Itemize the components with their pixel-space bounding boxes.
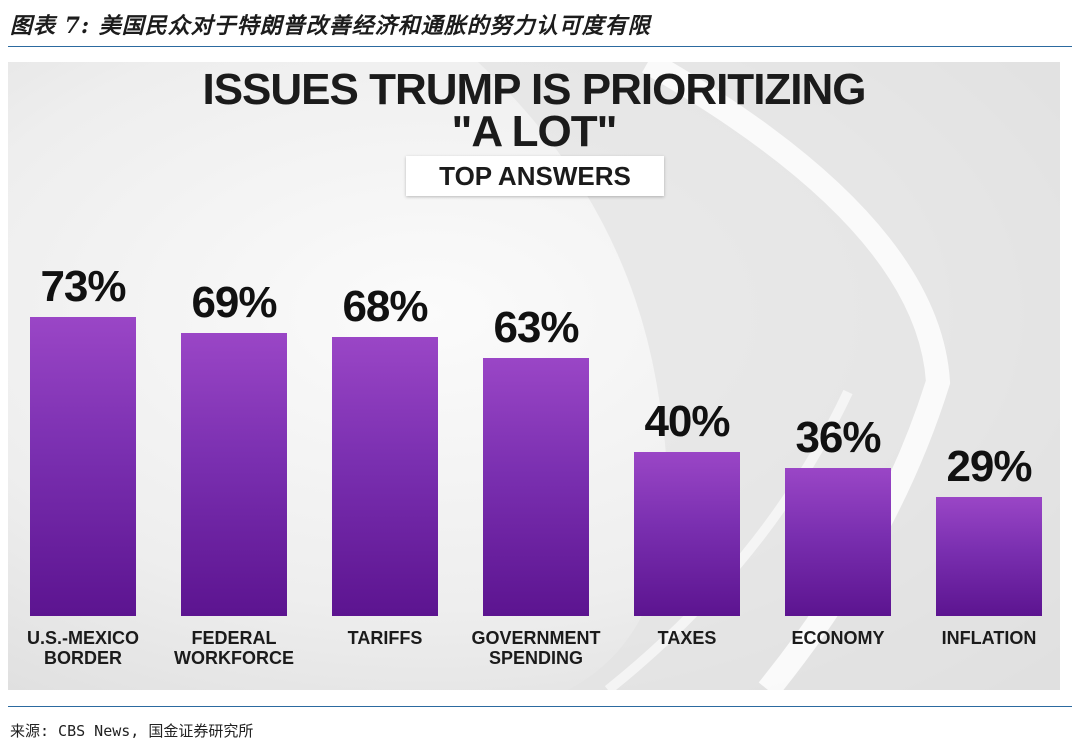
bar [483,357,589,616]
bar [936,497,1042,616]
chart-title-line-2: "A LOT" [451,107,617,156]
source-note: 来源: CBS News, 国金证券研究所 [10,722,254,740]
category-label: FEDERAL WORKFORCE [174,628,294,668]
category-label: ECONOMY [791,628,885,648]
category-label: TAXES [657,628,717,648]
source-divider [8,706,1072,707]
bar-plot: 73% U.S.-MEXICO BORDER 69% FEDERAL WORKFORC… [8,62,1060,690]
value-label: 68% [342,282,428,332]
category-label: TARIFFS [347,628,423,648]
bar [30,316,136,616]
caption-divider [8,46,1072,47]
chart-panel: ISSUES TRUMP IS PRIORITIZING "A LOT" TOP… [8,62,1060,690]
figure-caption: 图表 7: 美国民众对于特朗普改善经济和通胀的努力认可度有限 [10,13,651,39]
value-label: 73% [40,261,126,311]
value-label: 40% [644,397,730,446]
category-label: INFLATION [941,628,1037,648]
value-label: 36% [795,413,881,463]
bar [634,452,740,616]
bar [332,337,438,616]
value-label: 29% [946,442,1032,492]
category-label: U.S.-MEXICO BORDER [26,628,139,668]
value-label: 63% [493,302,579,352]
chart-title: ISSUES TRUMP IS PRIORITIZING [202,65,866,114]
category-label: GOVERNMENT SPENDING [471,628,601,668]
value-label: 69% [191,278,277,328]
chart-subtitle: TOP ANSWERS [406,156,664,196]
bar [181,333,287,616]
bar [785,468,891,616]
